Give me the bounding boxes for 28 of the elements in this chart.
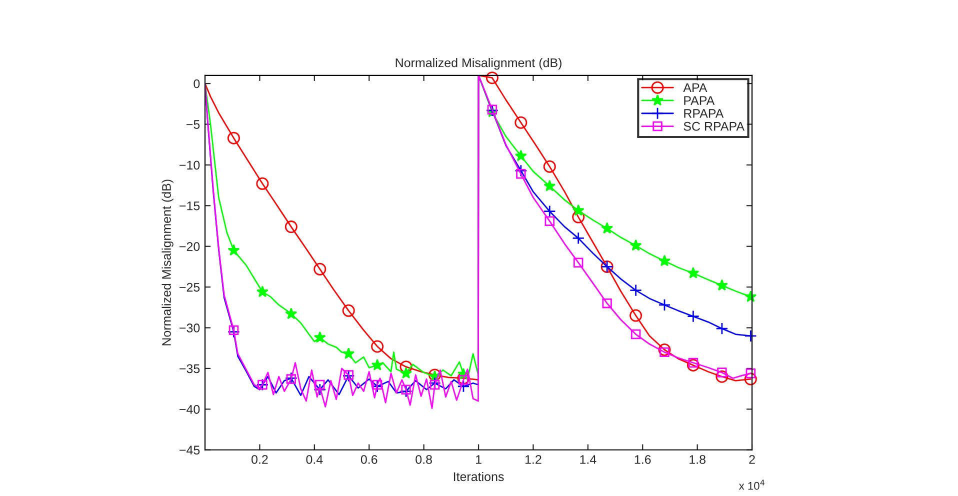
legend-label: SC RPAPA xyxy=(684,122,744,131)
x-tick-label: 1.4 xyxy=(580,455,596,464)
y-tick-label: −40 xyxy=(180,404,200,414)
legend-label: APA xyxy=(683,83,708,92)
chart-title: Normalized Misalignment (dB) xyxy=(396,58,562,70)
y-tick-label: −5 xyxy=(186,120,200,129)
x-tick-label: 0.4 xyxy=(306,455,323,464)
legend-label: RPAPA xyxy=(684,109,724,118)
x-tick-label: 1.6 xyxy=(634,455,651,464)
x-tick-label: 0.2 xyxy=(252,455,268,464)
text: x 10$^{4}$ xyxy=(738,480,764,490)
y-tick-label: −25 xyxy=(180,282,200,292)
y-tick-label: −35 xyxy=(180,364,200,374)
y-tick-label: −45 xyxy=(180,446,200,455)
y-tick-label: −15 xyxy=(180,202,200,210)
y-tick-label: −10 xyxy=(180,160,200,170)
x-tick-label: 1.2 xyxy=(525,455,542,464)
legend-label: PAPA xyxy=(684,96,715,105)
y-tick-label: 0 xyxy=(194,79,200,88)
y-axis-title: Normalized Misalignment (dB) xyxy=(162,180,174,346)
x-axis-title: Iterations xyxy=(454,472,504,482)
y-tick-label: −20 xyxy=(180,242,200,252)
x-tick-label: 1 xyxy=(476,455,482,464)
x-tick-label: 1.8 xyxy=(690,455,706,464)
x-tick-label: 0.8 xyxy=(416,455,432,464)
x-tick-label: 2 xyxy=(749,455,755,464)
x-tick-label: 0.6 xyxy=(360,455,378,464)
y-tick-label: −30 xyxy=(180,324,200,332)
